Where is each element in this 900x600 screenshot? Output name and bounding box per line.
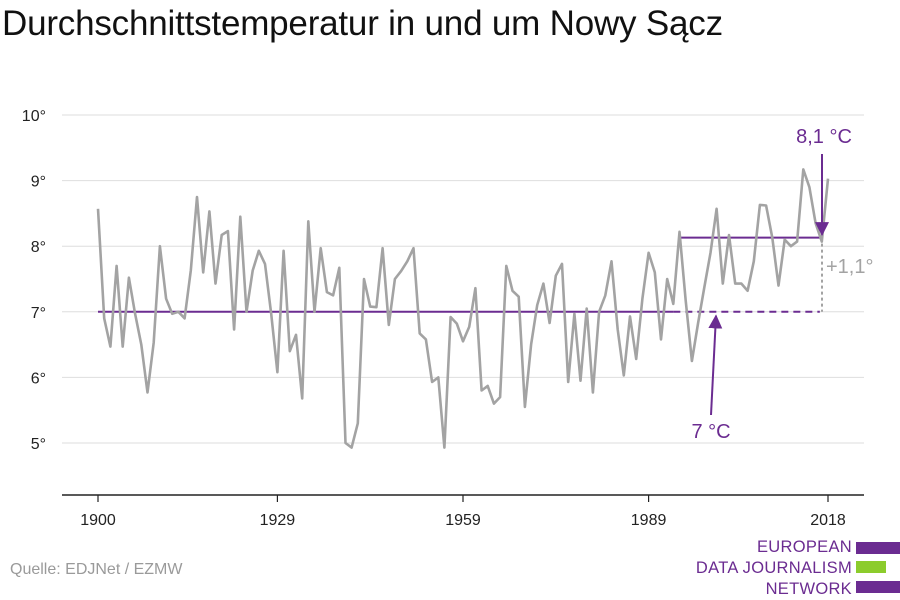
temperature-series-line (96, 168, 830, 449)
x-tick-label: 1959 (445, 512, 481, 529)
y-tick-label: 9° (31, 174, 46, 191)
source-note: Quelle: EDJNet / EZMW (10, 561, 183, 578)
y-tick-label: 6° (31, 370, 46, 387)
chart-title: Durchschnittstemperatur in und um Nowy S… (2, 4, 723, 43)
y-tick-label: 7° (31, 305, 46, 322)
logo-line-1: EUROPEAN (756, 538, 852, 556)
x-tick-label: 2018 (810, 512, 846, 529)
x-tick-label: 1900 (80, 512, 116, 529)
recent-mean-label: 8,1 °C (796, 126, 852, 148)
logo-line-3: NETWORK (765, 580, 852, 598)
x-tick-label: 1929 (260, 512, 296, 529)
y-tick-label: 8° (31, 239, 46, 256)
edjnet-logo: EUROPEAN DATA JOURNALISM NETWORK (696, 538, 900, 598)
logo-line-2: DATA JOURNALISM (695, 559, 852, 577)
y-tick-label: 5° (31, 436, 46, 453)
logo-bar-1 (856, 542, 900, 554)
y-tick-label: 10° (22, 108, 46, 125)
logo-bar-2 (856, 561, 886, 573)
baseline-mean-label: 7 °C (691, 421, 730, 443)
baseline-mean-arrow (708, 314, 723, 416)
logo-bar-3 (856, 581, 900, 593)
x-tick-label: 1989 (631, 512, 667, 529)
delta-label: +1,1° (826, 256, 873, 278)
